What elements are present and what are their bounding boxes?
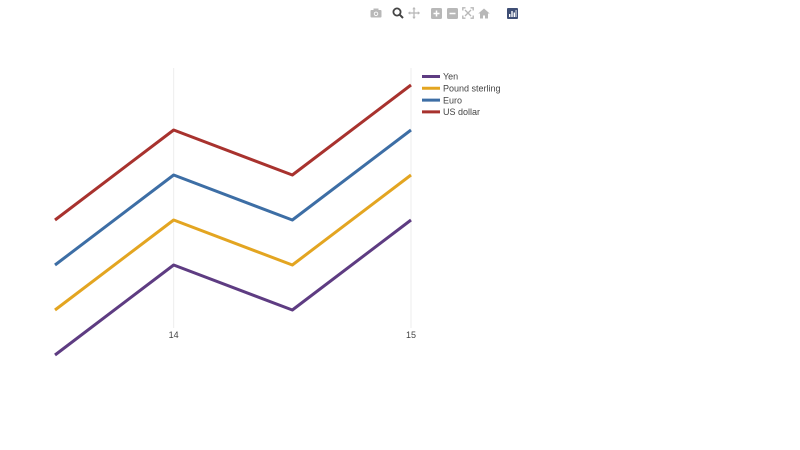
plotly-logo-button[interactable] <box>504 5 520 21</box>
autoscale-icon <box>462 7 474 19</box>
camera-icon <box>370 8 382 18</box>
series-line-us-dollar <box>54 83 412 222</box>
pan-icon <box>408 7 420 19</box>
reset-axes-button[interactable] <box>476 5 492 21</box>
grid-lines <box>173 68 412 328</box>
series-line-yen <box>54 218 412 357</box>
series-line-euro <box>54 128 412 267</box>
plotly-logo-icon <box>506 7 518 19</box>
pan-button[interactable] <box>406 5 422 21</box>
x-tick-label: 14 <box>169 330 179 340</box>
series-lines <box>54 83 412 357</box>
legend-item-yen[interactable]: Yen <box>422 72 458 82</box>
zoom-out-button[interactable] <box>444 5 460 21</box>
x-axis-ticks: 14 15 <box>169 330 416 340</box>
legend-item-euro[interactable]: Euro <box>422 95 462 105</box>
series-line-pound-sterling <box>54 173 412 312</box>
zoom-button[interactable] <box>390 5 406 21</box>
download-png-button[interactable] <box>368 5 384 21</box>
legend-label: Euro <box>443 95 462 105</box>
legend-label: US dollar <box>443 107 480 117</box>
zoom-in-button[interactable] <box>428 5 444 21</box>
zoom-out-icon <box>446 7 458 19</box>
x-tick-label: 15 <box>406 330 416 340</box>
zoom-icon <box>392 7 404 19</box>
legend-label: Yen <box>443 72 458 82</box>
autoscale-button[interactable] <box>460 5 476 21</box>
legend-item-pound-sterling[interactable]: Pound sterling <box>422 84 501 94</box>
legend-label: Pound sterling <box>443 84 501 94</box>
legend-item-us-dollar[interactable]: US dollar <box>422 107 480 117</box>
home-icon <box>478 8 490 18</box>
modebar <box>368 5 520 21</box>
zoom-in-icon <box>430 7 442 19</box>
